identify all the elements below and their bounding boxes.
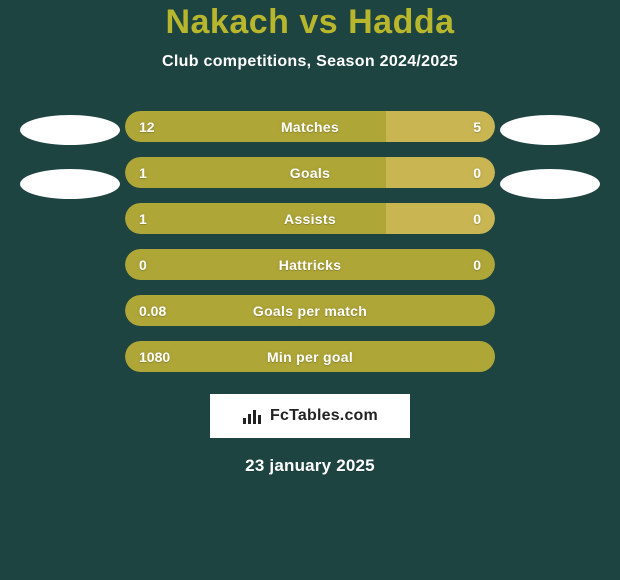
avatar-placeholder xyxy=(500,115,600,145)
page-title: Nakach vs Hadda xyxy=(165,4,454,41)
team-badge-placeholder xyxy=(20,169,120,199)
stat-row-matches: 12Matches5 xyxy=(125,111,495,142)
chart-area: 12Matches5 1Goals0 1Assists0 0Hattricks0 0.0… xyxy=(0,111,620,372)
source-badge: FcTables.com xyxy=(210,394,410,438)
stat-label: Min per goal xyxy=(125,349,495,365)
stat-bars: 12Matches5 1Goals0 1Assists0 0Hattricks0 0.0… xyxy=(125,111,495,372)
bars-icon xyxy=(242,408,264,424)
stat-row-min-per-goal: 1080Min per goal xyxy=(125,341,495,372)
stat-row-hattricks: 0Hattricks0 xyxy=(125,249,495,280)
snapshot-date: 23 january 2025 xyxy=(245,456,375,476)
team-badge-placeholder xyxy=(500,169,600,199)
stat-row-goals-per-match: 0.08Goals per match xyxy=(125,295,495,326)
comparison-card: Nakach vs Hadda Club competitions, Seaso… xyxy=(0,0,620,580)
stat-label: Goals per match xyxy=(125,303,495,319)
stat-row-goals: 1Goals0 xyxy=(125,157,495,188)
stat-label: Goals xyxy=(125,165,495,181)
stat-label: Assists xyxy=(125,211,495,227)
right-avatar-col xyxy=(495,111,605,199)
stat-label: Hattricks xyxy=(125,257,495,273)
avatar-placeholder xyxy=(20,115,120,145)
stat-row-assists: 1Assists0 xyxy=(125,203,495,234)
source-badge-text: FcTables.com xyxy=(270,407,378,425)
subtitle: Club competitions, Season 2024/2025 xyxy=(162,53,458,71)
stat-label: Matches xyxy=(125,119,495,135)
left-avatar-col xyxy=(15,111,125,199)
